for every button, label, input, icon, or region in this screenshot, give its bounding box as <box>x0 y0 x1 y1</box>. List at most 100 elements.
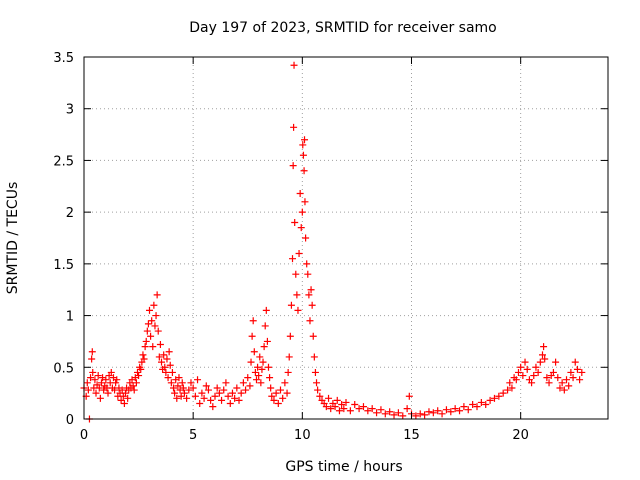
data-point <box>247 358 255 366</box>
data-point <box>539 351 546 359</box>
y-tick-label: 2.5 <box>53 154 74 169</box>
data-point <box>171 389 179 397</box>
data-point <box>346 407 354 415</box>
data-point <box>211 392 219 400</box>
data-point <box>506 379 514 387</box>
data-point <box>153 291 161 299</box>
data-point <box>301 198 309 206</box>
data-point <box>88 348 96 356</box>
data-point <box>96 394 104 402</box>
data-point <box>532 363 540 371</box>
data-point <box>255 372 263 380</box>
data-point <box>514 368 522 376</box>
data-point <box>283 389 291 397</box>
data-point <box>258 365 266 373</box>
data-point <box>560 386 568 394</box>
x-tick-label: 10 <box>294 428 311 443</box>
data-point <box>163 355 171 363</box>
data-point <box>167 379 175 387</box>
data-point <box>405 392 413 400</box>
data-point <box>290 123 298 131</box>
data-point <box>302 234 310 242</box>
data-point <box>139 351 147 359</box>
data-point <box>121 389 129 397</box>
data-point <box>308 301 316 309</box>
data-point <box>530 372 538 380</box>
data-point <box>130 386 138 394</box>
data-point <box>161 363 169 371</box>
data-point <box>528 379 536 387</box>
data-point <box>224 392 232 400</box>
data-point <box>129 382 137 390</box>
data-point <box>287 301 295 309</box>
data-point <box>473 403 481 411</box>
data-point <box>451 405 459 413</box>
data-point <box>429 409 437 417</box>
data-point <box>173 394 181 402</box>
y-tick-label: 3.5 <box>53 51 74 66</box>
data-point <box>517 363 525 371</box>
y-tick-label: 2 <box>66 206 74 221</box>
data-point <box>178 379 186 387</box>
data-point <box>307 286 315 294</box>
data-point <box>164 374 172 382</box>
data-point <box>113 376 121 384</box>
data-point <box>331 403 339 411</box>
data-point <box>187 379 195 387</box>
data-point <box>447 408 455 416</box>
data-point <box>246 382 254 390</box>
data-point <box>425 408 433 416</box>
y-axis-label: SRMTID / TECUs <box>5 182 21 295</box>
chart-title: Day 197 of 2023, SRMTID for receiver sam… <box>189 20 497 36</box>
data-point <box>403 405 411 413</box>
y-tick-label: 3 <box>66 103 74 118</box>
data-point <box>102 376 110 384</box>
data-point <box>117 396 125 404</box>
data-point <box>377 406 385 414</box>
data-point <box>540 343 548 351</box>
data-point <box>292 270 300 278</box>
data-point <box>289 162 297 170</box>
data-point <box>512 376 520 384</box>
x-axis-label: GPS time / hours <box>285 459 402 475</box>
data-point <box>183 394 191 402</box>
data-point <box>252 376 260 384</box>
data-point <box>554 374 562 382</box>
data-point <box>333 396 341 404</box>
data-point <box>268 392 276 400</box>
data-point <box>140 355 148 363</box>
data-point <box>166 361 174 369</box>
data-point <box>141 343 149 351</box>
data-point <box>175 374 183 382</box>
data-point <box>309 332 317 340</box>
data-point <box>576 376 584 384</box>
data-point <box>180 389 188 397</box>
data-point <box>569 374 577 382</box>
data-point <box>342 398 350 406</box>
data-point <box>314 386 322 394</box>
x-tick-label: 0 <box>80 428 88 443</box>
data-point <box>254 363 262 371</box>
data-point <box>421 411 429 419</box>
data-point <box>174 382 182 390</box>
data-point <box>231 394 239 402</box>
data-point <box>88 355 96 363</box>
data-point <box>270 396 278 404</box>
data-point <box>303 260 311 268</box>
data-point <box>499 389 507 397</box>
y-tick-label: 1 <box>66 310 74 325</box>
data-point <box>144 320 152 328</box>
data-point <box>95 384 103 392</box>
data-point <box>386 408 394 416</box>
data-point <box>133 368 141 376</box>
y-tick-label: 1.5 <box>53 258 74 273</box>
data-point <box>272 389 280 397</box>
data-point <box>162 368 170 376</box>
data-point <box>567 368 575 376</box>
data-point <box>191 392 199 400</box>
data-point <box>571 358 579 366</box>
data-point <box>204 386 212 394</box>
data-point <box>142 337 150 345</box>
data-point <box>251 368 259 376</box>
